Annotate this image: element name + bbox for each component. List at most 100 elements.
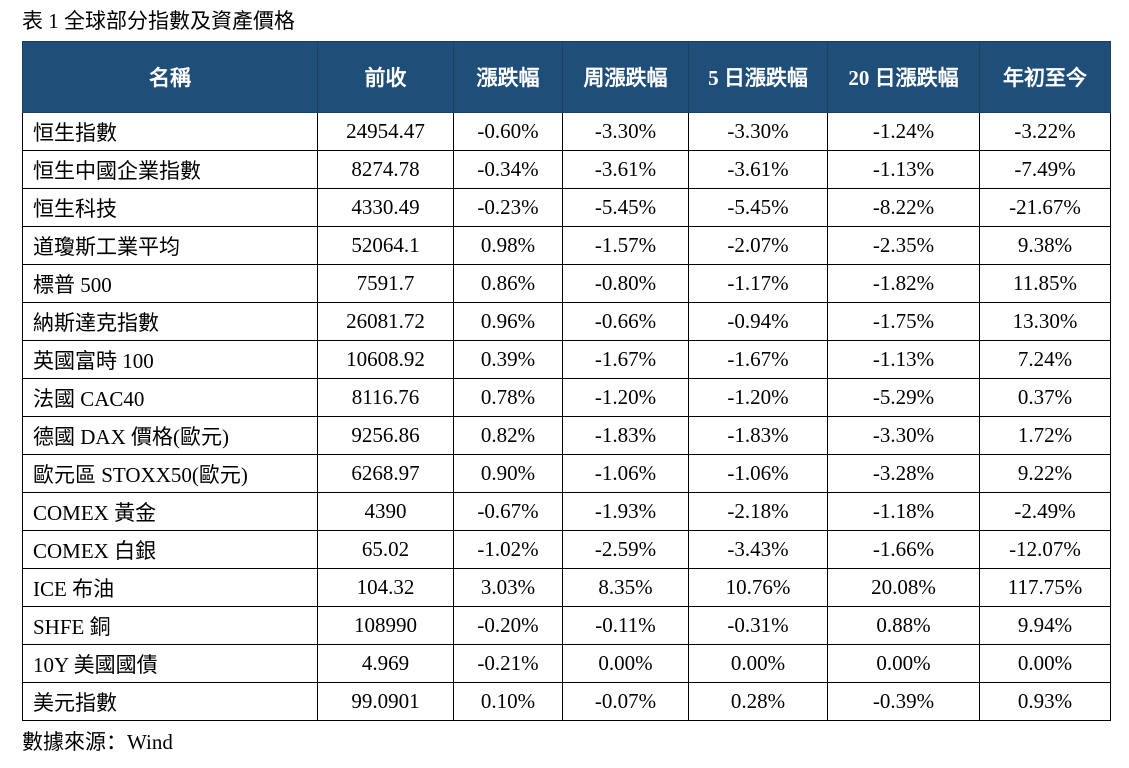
cell-name: 納斯達克指數 — [22, 302, 318, 341]
cell-prev-close: 26081.72 — [317, 302, 454, 341]
cell-weekly-change: 8.35% — [562, 568, 689, 607]
cell-ytd-change: -21.67% — [979, 188, 1111, 227]
cell-20day-change: -3.30% — [827, 416, 980, 455]
cell-5day-change: -1.83% — [688, 416, 828, 455]
cell-weekly-change: -3.30% — [562, 112, 689, 151]
cell-change: 0.90% — [453, 454, 563, 493]
cell-5day-change: 0.28% — [688, 682, 828, 721]
cell-20day-change: -0.39% — [827, 682, 980, 721]
cell-name: 法國 CAC40 — [22, 378, 318, 417]
market-index-table: 名稱 前收 漲跌幅 周漲跌幅 5 日漲跌幅 20 日漲跌幅 年初至今 恒生指數 2… — [22, 41, 1111, 721]
cell-change: 0.86% — [453, 264, 563, 303]
cell-ytd-change: 0.00% — [979, 644, 1111, 683]
header-weekly-change: 周漲跌幅 — [562, 41, 689, 113]
cell-name: 英國富時 100 — [22, 340, 318, 379]
cell-prev-close: 7591.7 — [317, 264, 454, 303]
cell-name: 歐元區 STOXX50(歐元) — [22, 454, 318, 493]
cell-ytd-change: -3.22% — [979, 112, 1111, 151]
cell-ytd-change: 9.38% — [979, 226, 1111, 265]
cell-ytd-change: 9.94% — [979, 606, 1111, 645]
cell-5day-change: -3.30% — [688, 112, 828, 151]
cell-prev-close: 24954.47 — [317, 112, 454, 151]
table-body: 恒生指數 24954.47 -0.60% -3.30% -3.30% -1.24% -3.2… — [22, 112, 1111, 721]
cell-5day-change: -3.43% — [688, 530, 828, 569]
table-row: 德國 DAX 價格(歐元) 9256.86 0.82% -1.83% -1.83% -3.… — [22, 416, 1111, 455]
cell-weekly-change: -1.93% — [562, 492, 689, 531]
cell-ytd-change: 1.72% — [979, 416, 1111, 455]
cell-prev-close: 99.0901 — [317, 682, 454, 721]
cell-20day-change: 0.00% — [827, 644, 980, 683]
cell-ytd-change: 9.22% — [979, 454, 1111, 493]
cell-20day-change: -1.66% — [827, 530, 980, 569]
cell-change: -0.67% — [453, 492, 563, 531]
cell-weekly-change: -2.59% — [562, 530, 689, 569]
cell-prev-close: 10608.92 — [317, 340, 454, 379]
cell-change: -1.02% — [453, 530, 563, 569]
cell-5day-change: -0.94% — [688, 302, 828, 341]
cell-change: -0.20% — [453, 606, 563, 645]
cell-5day-change: -1.67% — [688, 340, 828, 379]
cell-name: COMEX 白銀 — [22, 530, 318, 569]
cell-change: 0.96% — [453, 302, 563, 341]
cell-5day-change: -3.61% — [688, 150, 828, 189]
cell-20day-change: -2.35% — [827, 226, 980, 265]
cell-5day-change: -2.18% — [688, 492, 828, 531]
cell-prev-close: 8116.76 — [317, 378, 454, 417]
cell-change: 0.10% — [453, 682, 563, 721]
cell-change: -0.23% — [453, 188, 563, 227]
table-row: 美元指數 99.0901 0.10% -0.07% 0.28% -0.39% 0.93% — [22, 682, 1111, 721]
cell-5day-change: -1.20% — [688, 378, 828, 417]
cell-ytd-change: 0.93% — [979, 682, 1111, 721]
cell-20day-change: -1.82% — [827, 264, 980, 303]
cell-prev-close: 52064.1 — [317, 226, 454, 265]
header-change: 漲跌幅 — [453, 41, 563, 113]
cell-prev-close: 65.02 — [317, 530, 454, 569]
cell-prev-close: 4390 — [317, 492, 454, 531]
cell-20day-change: -1.24% — [827, 112, 980, 151]
cell-name: ICE 布油 — [22, 568, 318, 607]
cell-weekly-change: 0.00% — [562, 644, 689, 683]
cell-20day-change: 0.88% — [827, 606, 980, 645]
cell-prev-close: 104.32 — [317, 568, 454, 607]
header-20day-change: 20 日漲跌幅 — [827, 41, 980, 113]
cell-20day-change: -5.29% — [827, 378, 980, 417]
cell-20day-change: -1.13% — [827, 150, 980, 189]
cell-weekly-change: -1.57% — [562, 226, 689, 265]
cell-ytd-change: -7.49% — [979, 150, 1111, 189]
cell-prev-close: 4.969 — [317, 644, 454, 683]
cell-prev-close: 9256.86 — [317, 416, 454, 455]
cell-weekly-change: -1.83% — [562, 416, 689, 455]
cell-weekly-change: -0.11% — [562, 606, 689, 645]
cell-ytd-change: 11.85% — [979, 264, 1111, 303]
cell-5day-change: -0.31% — [688, 606, 828, 645]
cell-prev-close: 6268.97 — [317, 454, 454, 493]
cell-name: 恒生指數 — [22, 112, 318, 151]
header-prev-close: 前收 — [317, 41, 454, 113]
cell-change: -0.34% — [453, 150, 563, 189]
cell-ytd-change: -2.49% — [979, 492, 1111, 531]
table-row: 恒生科技 4330.49 -0.23% -5.45% -5.45% -8.22% -21.6… — [22, 188, 1111, 227]
cell-weekly-change: -1.06% — [562, 454, 689, 493]
cell-name: COMEX 黃金 — [22, 492, 318, 531]
cell-5day-change: 0.00% — [688, 644, 828, 683]
cell-change: -0.60% — [453, 112, 563, 151]
table-row: 英國富時 100 10608.92 0.39% -1.67% -1.67% -1.13% 7… — [22, 340, 1111, 379]
table-row: SHFE 銅 108990 -0.20% -0.11% -0.31% 0.88% 9.94% — [22, 606, 1111, 645]
cell-weekly-change: -1.20% — [562, 378, 689, 417]
header-5day-change: 5 日漲跌幅 — [688, 41, 828, 113]
table-row: 法國 CAC40 8116.76 0.78% -1.20% -1.20% -5.29% 0.… — [22, 378, 1111, 417]
cell-change: -0.21% — [453, 644, 563, 683]
cell-change: 0.98% — [453, 226, 563, 265]
cell-name: 德國 DAX 價格(歐元) — [22, 416, 318, 455]
cell-prev-close: 8274.78 — [317, 150, 454, 189]
table-row: COMEX 黃金 4390 -0.67% -1.93% -2.18% -1.18% -2.4… — [22, 492, 1111, 531]
cell-5day-change: -1.06% — [688, 454, 828, 493]
table-row: 納斯達克指數 26081.72 0.96% -0.66% -0.94% -1.75% 13.… — [22, 302, 1111, 341]
header-name: 名稱 — [22, 41, 318, 113]
cell-name: SHFE 銅 — [22, 606, 318, 645]
cell-ytd-change: -12.07% — [979, 530, 1111, 569]
cell-name: 恒生科技 — [22, 188, 318, 227]
table-row: 道瓊斯工業平均 52064.1 0.98% -1.57% -2.07% -2.35% 9.3… — [22, 226, 1111, 265]
cell-change: 0.39% — [453, 340, 563, 379]
cell-weekly-change: -0.80% — [562, 264, 689, 303]
